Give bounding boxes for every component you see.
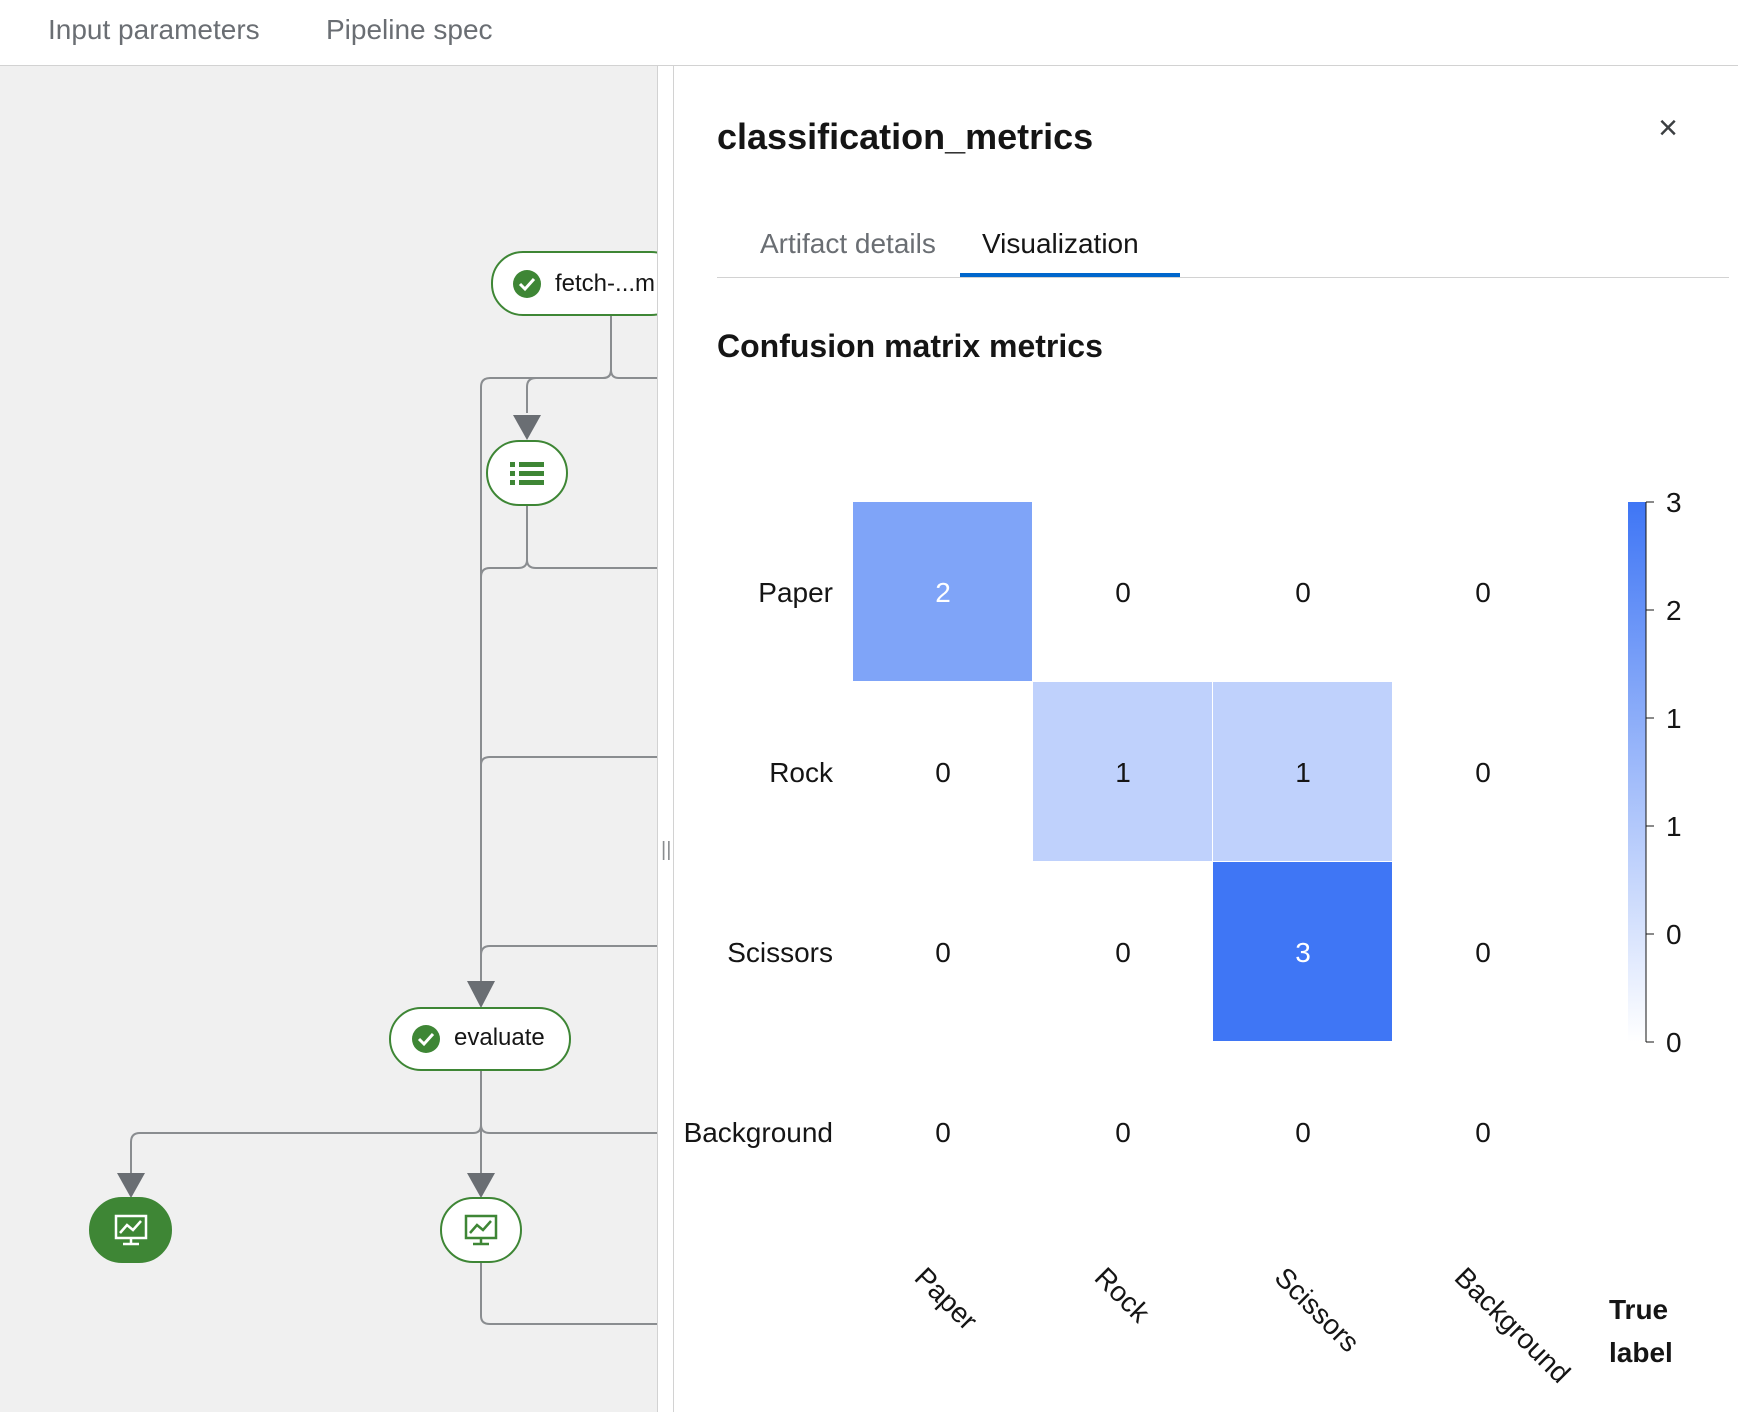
matrix-cell	[1213, 682, 1392, 861]
chart-monitor-icon	[464, 1214, 498, 1246]
matrix-cell	[1213, 502, 1392, 681]
pipeline-arrowheads	[117, 415, 541, 1198]
row-label: Background	[684, 1117, 833, 1148]
matrix-cell-value: 2	[935, 577, 951, 608]
colorbar-tick-label: 0	[1666, 1027, 1682, 1058]
matrix-cell	[1213, 862, 1392, 1041]
chart-monitor-icon	[114, 1214, 148, 1246]
section-title: Confusion matrix metrics	[717, 328, 1103, 364]
close-icon[interactable]: ×	[1658, 109, 1678, 147]
colorbar-tick-label: 2	[1666, 595, 1682, 626]
fetch-node-label: fetch-...m	[555, 270, 656, 297]
colorbar-tick-label: 3	[1666, 487, 1682, 518]
matrix-cell-value: 0	[1475, 937, 1491, 968]
pipeline-edges	[130, 315, 657, 1325]
matrix-cell	[1033, 682, 1212, 861]
matrix-cell-value: 0	[1115, 1117, 1131, 1148]
matrix-cell-value: 0	[1475, 757, 1491, 788]
active-tab-indicator	[960, 273, 1180, 277]
column-label: Rock	[1089, 1261, 1157, 1329]
resize-grip-icon: ||	[661, 839, 672, 861]
top-tab-bar: Input parameters Pipeline spec	[0, 0, 1738, 66]
drawer-tabs: Artifact details Visualization	[717, 206, 1729, 278]
row-label: Scissors	[727, 937, 833, 968]
matrix-cell-value: 0	[1115, 937, 1131, 968]
list-icon	[510, 462, 544, 485]
matrix-cell	[1033, 1042, 1212, 1221]
row-label: Paper	[758, 577, 833, 608]
panel-resize-handle[interactable]: ||	[657, 66, 674, 1412]
tab-visualization[interactable]: Visualization	[982, 228, 1139, 259]
x-axis-label-line1: True	[1609, 1294, 1668, 1325]
metrics-artifact-node[interactable]	[440, 1197, 522, 1263]
fetch-node[interactable]	[491, 251, 657, 316]
pipeline-graph	[89, 251, 657, 1325]
row-label: Rock	[769, 757, 834, 788]
matrix-cell	[853, 1042, 1032, 1221]
tab-artifact-details[interactable]: Artifact details	[760, 228, 936, 259]
matrix-cell-value: 0	[935, 1117, 951, 1148]
matrix-cell-value: 0	[1295, 577, 1311, 608]
matrix-cell-value: 3	[1295, 937, 1311, 968]
matrix-cell-value: 0	[935, 937, 951, 968]
matrix-cell	[1213, 1042, 1392, 1221]
matrix-cell-value: 0	[1115, 577, 1131, 608]
matrix-cell	[853, 502, 1032, 681]
matrix-cell	[853, 862, 1032, 1041]
matrix-cell-value: 1	[1115, 757, 1131, 788]
matrix-cell	[1393, 862, 1572, 1041]
matrix-cell-value: 0	[1295, 1117, 1311, 1148]
matrix-cell	[1393, 1042, 1572, 1221]
metrics-artifact-node-selected[interactable]	[89, 1197, 172, 1263]
column-label: Paper	[909, 1261, 984, 1336]
pipeline-graph-canvas[interactable]: fetch-...m evaluate	[0, 66, 657, 1412]
colorbar-tick-label: 1	[1666, 703, 1682, 734]
drawer-title: classification_metrics	[717, 116, 1094, 157]
colorbar-tick-label: 0	[1666, 919, 1682, 950]
evaluate-node[interactable]	[389, 1007, 571, 1071]
matrix-cell	[853, 682, 1032, 861]
artifact-drawer: classification_metrics × Artifact detail…	[674, 66, 1738, 1412]
colorbar	[1628, 502, 1646, 1042]
tab-input-parameters[interactable]: Input parameters	[48, 14, 260, 45]
confusion-matrix-chart: 2 0 0 0 0 1 1 0 0 0 3 0 0 0 0 0 Paper Rock Scissors Backgr…	[684, 487, 1682, 1389]
matrix-cell-value: 1	[1295, 757, 1311, 788]
colorbar-tick-label: 1	[1666, 811, 1682, 842]
evaluate-node-label: evaluate	[454, 1024, 545, 1051]
matrix-cell-value: 0	[935, 757, 951, 788]
x-axis-label-line2: label	[1609, 1337, 1673, 1368]
success-check-icon	[513, 270, 541, 298]
matrix-cell	[1393, 682, 1572, 861]
matrix-cell	[1033, 502, 1212, 681]
tab-pipeline-spec[interactable]: Pipeline spec	[326, 14, 493, 45]
matrix-cell-value: 0	[1475, 1117, 1491, 1148]
column-label: Scissors	[1269, 1261, 1366, 1358]
success-check-icon	[412, 1025, 440, 1053]
matrix-cell	[1393, 502, 1572, 681]
matrix-cell-value: 0	[1475, 577, 1491, 608]
column-label: Background	[1449, 1261, 1577, 1389]
list-node[interactable]	[486, 440, 568, 506]
matrix-cell	[1033, 862, 1212, 1041]
